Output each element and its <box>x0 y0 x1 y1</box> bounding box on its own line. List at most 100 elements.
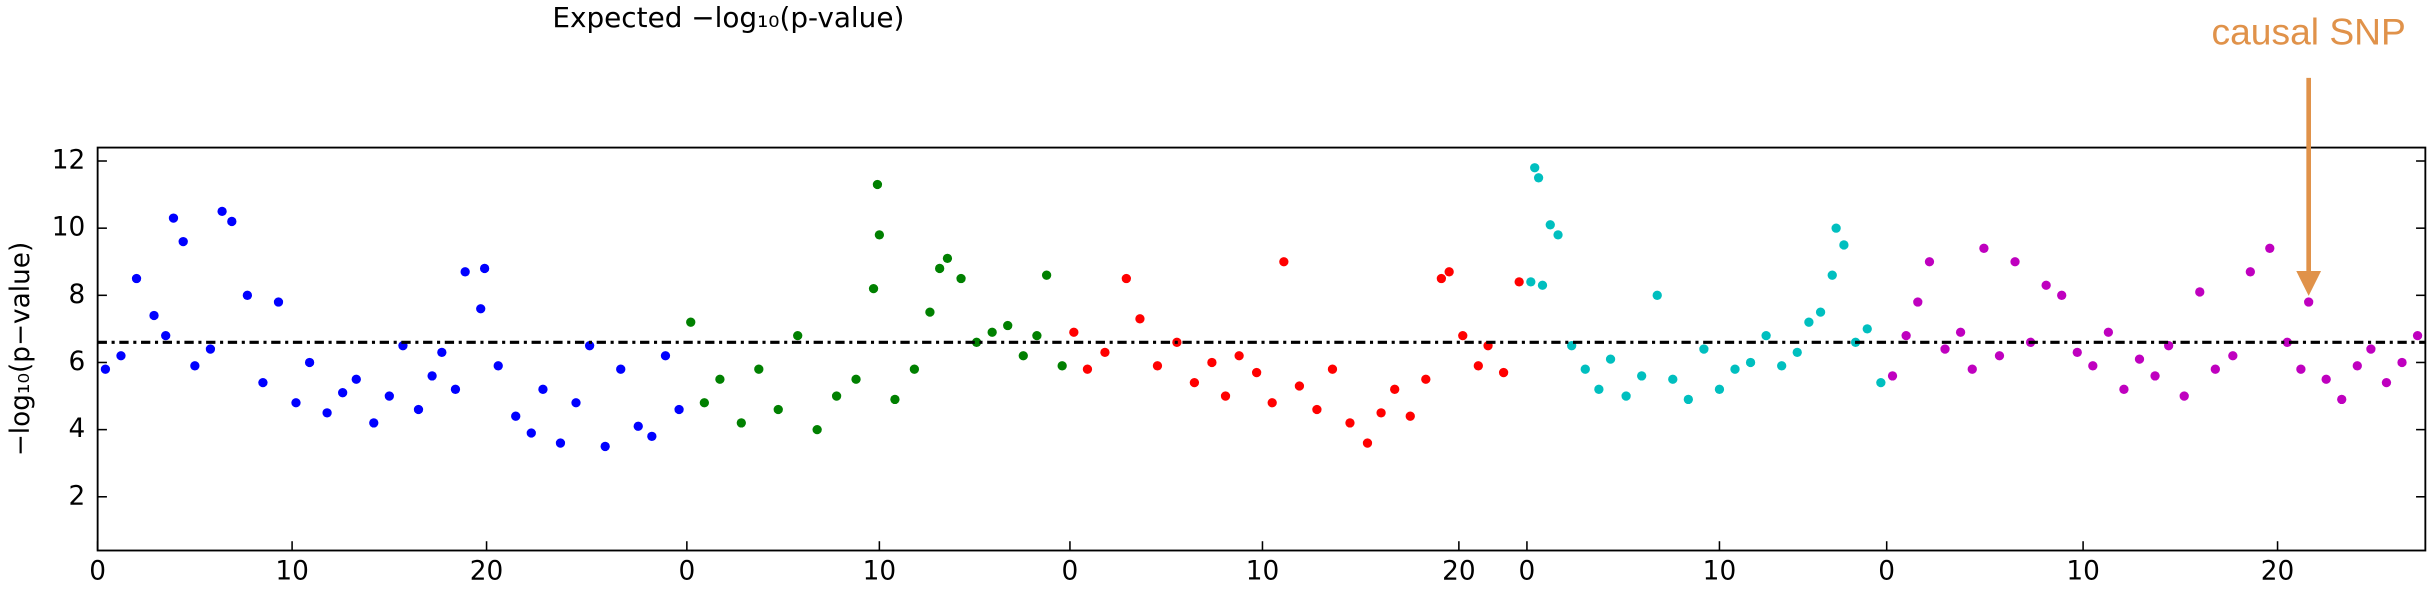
y-tick-label: 12 <box>52 146 86 176</box>
point <box>699 398 710 408</box>
point <box>935 263 945 274</box>
point <box>322 408 332 418</box>
point <box>754 364 764 374</box>
point <box>1804 317 1814 327</box>
point <box>149 310 159 321</box>
point <box>2228 351 2238 361</box>
point <box>773 404 783 415</box>
point <box>168 213 179 223</box>
point <box>1444 267 1454 277</box>
point <box>2088 361 2098 371</box>
point <box>2265 243 2275 253</box>
point <box>2057 290 2067 300</box>
point <box>413 404 424 415</box>
x-tick-label: 10 <box>1703 557 1737 587</box>
point <box>493 361 503 371</box>
point <box>1003 320 1013 331</box>
point <box>2397 357 2407 368</box>
point <box>1069 327 1079 337</box>
point <box>1458 330 1468 341</box>
point <box>217 206 227 217</box>
point <box>1436 273 1447 284</box>
plot-frame <box>96 146 2427 552</box>
point <box>1652 290 1662 300</box>
point <box>2366 344 2376 354</box>
point <box>338 388 348 398</box>
point <box>227 216 237 227</box>
point <box>538 384 548 394</box>
point <box>1979 243 1989 253</box>
point <box>1668 374 1678 384</box>
point <box>1530 163 1540 173</box>
point <box>1714 384 1725 394</box>
point <box>1901 330 1911 341</box>
point <box>1251 367 1262 378</box>
x-tick-label: 0 <box>678 557 695 587</box>
point <box>736 418 746 428</box>
point <box>1876 377 1886 388</box>
point <box>2321 374 2331 384</box>
point <box>242 290 253 300</box>
x-tick-label: 20 <box>470 557 504 587</box>
point <box>2150 371 2160 381</box>
point <box>616 364 626 374</box>
point <box>793 330 803 341</box>
point <box>1279 257 1289 267</box>
x-tick-label: 10 <box>1246 557 1280 587</box>
x-tick-label: 10 <box>863 557 897 587</box>
point <box>1621 391 1631 401</box>
x-tick-label: 20 <box>1442 557 1476 587</box>
point <box>971 337 982 347</box>
point <box>674 404 684 415</box>
y-tick-label: 4 <box>68 414 85 444</box>
point <box>2352 361 2362 371</box>
point <box>1605 354 1616 364</box>
point <box>526 428 536 438</box>
point <box>890 394 900 405</box>
point <box>633 421 643 431</box>
point <box>1553 230 1563 240</box>
point <box>1940 344 1950 354</box>
y-tick-label: 8 <box>68 280 85 310</box>
point <box>1018 351 1028 361</box>
point <box>1121 273 1131 284</box>
point <box>1887 371 1898 381</box>
point <box>1730 364 1740 374</box>
point <box>273 297 284 307</box>
point <box>874 230 885 240</box>
point <box>1699 344 1709 354</box>
point <box>1514 277 1524 287</box>
annotation-arrowhead <box>2296 271 2322 296</box>
point <box>831 391 842 401</box>
point <box>1815 307 1826 317</box>
point <box>437 347 447 358</box>
point <box>1152 361 1163 371</box>
point <box>600 441 610 452</box>
point <box>2245 267 2255 277</box>
point <box>1421 374 1431 384</box>
point <box>1537 280 1548 290</box>
point <box>1327 364 1338 374</box>
point <box>686 317 696 327</box>
point <box>571 398 581 408</box>
point <box>1345 418 1355 428</box>
point <box>987 327 997 337</box>
x-tick-label: 10 <box>2066 557 2100 587</box>
point <box>1545 220 1555 230</box>
point <box>2337 394 2347 405</box>
point <box>1994 351 2005 361</box>
point <box>1294 381 1305 391</box>
point <box>1135 314 1145 324</box>
point <box>450 384 461 394</box>
point <box>2412 330 2423 341</box>
point <box>2041 280 2051 290</box>
point <box>460 267 470 277</box>
point <box>1594 384 1604 394</box>
point <box>351 374 361 384</box>
point <box>1827 270 1837 280</box>
point <box>2304 297 2314 307</box>
point <box>1473 361 1483 371</box>
point <box>872 179 883 190</box>
point <box>1362 438 1373 448</box>
y-tick-label: 6 <box>68 347 85 377</box>
